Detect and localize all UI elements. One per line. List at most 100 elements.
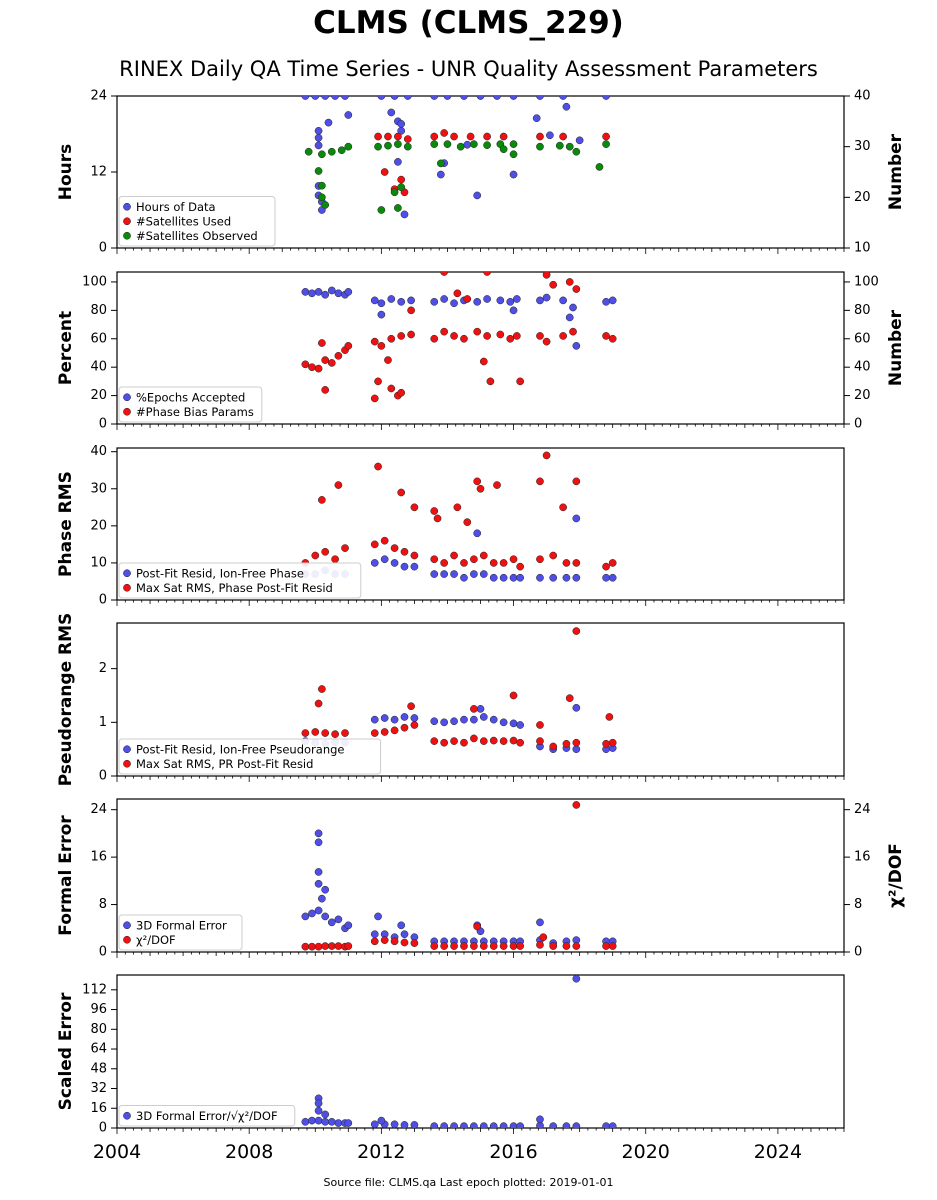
y-tick-label: 100 — [82, 274, 107, 289]
data-point — [602, 942, 610, 950]
y-tick-label: 40 — [90, 444, 107, 459]
data-point — [314, 1116, 323, 1125]
y-tick-label: 8 — [99, 897, 107, 912]
y-axis-label: Phase RMS — [56, 471, 76, 577]
data-point — [321, 96, 330, 100]
data-point — [370, 930, 379, 939]
data-point — [440, 295, 448, 303]
data-point — [539, 933, 548, 942]
data-point — [542, 451, 551, 460]
data-point — [407, 330, 415, 339]
data-point — [506, 334, 515, 343]
legend-label: 3D Formal Error/√χ²/DOF — [136, 1109, 278, 1123]
x-tick-label: 2024 — [754, 1141, 802, 1163]
data-point — [536, 332, 544, 340]
y2-tick-label: 24 — [854, 802, 871, 817]
y-tick-label: 16 — [90, 1101, 107, 1116]
data-point — [509, 96, 518, 100]
data-point — [403, 135, 412, 143]
data-point — [390, 559, 399, 567]
data-point — [380, 936, 389, 944]
legend-box — [118, 1105, 296, 1127]
data-point — [327, 918, 336, 927]
data-point — [516, 562, 525, 571]
data-point — [311, 551, 320, 560]
y-axis-label: Formal Error — [56, 815, 76, 936]
data-point — [387, 295, 396, 303]
data-point — [380, 728, 389, 736]
data-point — [301, 288, 310, 296]
data-point — [602, 1122, 610, 1128]
data-point — [463, 140, 472, 149]
data-point — [608, 738, 617, 747]
data-point — [397, 388, 406, 397]
data-point — [384, 132, 392, 141]
data-point — [301, 942, 310, 951]
data-point — [430, 507, 439, 515]
data-point — [370, 337, 379, 346]
data-point — [602, 739, 610, 748]
legend-marker — [123, 583, 131, 592]
data-point — [344, 942, 353, 950]
data-point — [509, 942, 518, 950]
data-point — [440, 1122, 448, 1128]
data-layer — [301, 451, 617, 582]
data-point — [344, 1119, 353, 1127]
data-point — [572, 559, 581, 567]
legend-label: %Epochs Accepted — [136, 390, 245, 404]
data-point — [440, 327, 448, 336]
data-point — [407, 296, 415, 305]
y-tick-label: 40 — [90, 360, 107, 375]
data-point — [430, 132, 439, 141]
data-point — [456, 142, 465, 151]
legend-label: χ²/DOF — [136, 933, 176, 947]
data-point — [470, 734, 478, 743]
legend-label: Max Sat RMS, PR Post-Fit Resid — [136, 757, 313, 771]
data-point — [374, 377, 382, 386]
data-point — [377, 342, 386, 350]
data-point — [430, 96, 439, 100]
data-point — [314, 126, 323, 135]
data-point — [321, 942, 330, 950]
data-point — [602, 562, 610, 571]
data-point — [327, 942, 336, 950]
data-point — [572, 942, 581, 950]
legend-marker — [123, 231, 131, 240]
y-tick-label: 64 — [90, 1042, 107, 1057]
data-point — [400, 930, 409, 939]
data-point — [314, 942, 323, 951]
y2-tick-label: 80 — [854, 303, 871, 318]
data-point — [314, 868, 323, 876]
data-layer — [301, 975, 617, 1128]
data-point — [390, 1120, 399, 1128]
data-point — [318, 150, 326, 159]
data-point — [473, 327, 482, 336]
data-point — [450, 717, 458, 726]
data-point — [542, 293, 551, 302]
y-axis-label: Hours — [56, 144, 76, 201]
data-point — [400, 547, 409, 556]
data-point — [608, 573, 617, 582]
data-point — [314, 906, 323, 915]
legend-marker — [123, 745, 131, 754]
data-point — [430, 555, 439, 564]
data-point — [473, 297, 482, 306]
legend-marker — [123, 1111, 131, 1120]
data-point — [572, 285, 581, 293]
data-point — [479, 357, 488, 366]
data-point — [440, 718, 448, 727]
y-tick-label: 12 — [90, 165, 107, 180]
y2-tick-label: 100 — [854, 274, 879, 289]
data-point — [513, 332, 521, 340]
data-point — [450, 942, 458, 950]
data-point — [565, 313, 574, 322]
panel-4: 0 1 2 Pseudorange RMS Post-Fit Resid, Ion-Fr… — [56, 613, 845, 786]
data-point — [337, 146, 346, 155]
data-point — [489, 736, 498, 745]
data-point — [602, 132, 610, 141]
data-point — [321, 201, 330, 209]
data-point — [341, 96, 349, 100]
legend: %Epochs Accepted#Phase Bias Params — [118, 386, 263, 423]
data-point — [489, 1122, 498, 1128]
